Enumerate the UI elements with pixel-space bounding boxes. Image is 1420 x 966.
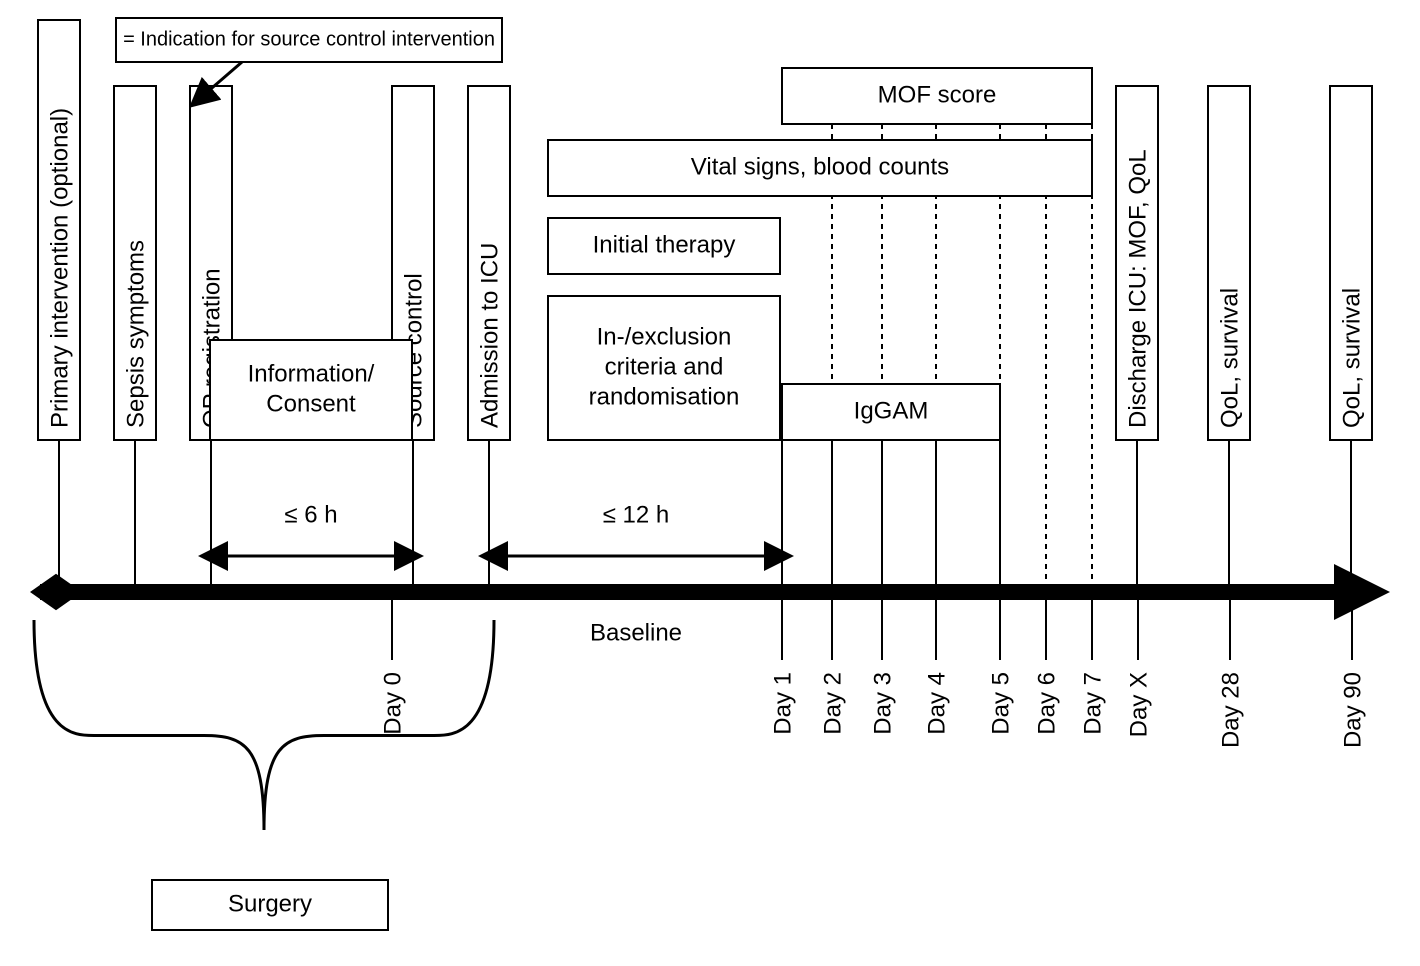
svg-text:Sepsis symptoms: Sepsis symptoms bbox=[122, 240, 149, 428]
svg-text:QoL, survival: QoL, survival bbox=[1338, 288, 1365, 428]
svg-text:QoL, survival: QoL, survival bbox=[1216, 288, 1243, 428]
svg-text:Day 7: Day 7 bbox=[1079, 672, 1106, 735]
phase-qol90: QoL, survival bbox=[1330, 86, 1372, 584]
baseline-label: Baseline bbox=[590, 619, 682, 646]
interval-arrows: ≤ 6 h ≤ 12 h bbox=[210, 501, 782, 556]
timeline-axis bbox=[30, 564, 1390, 620]
phase-discharge: Discharge ICU: MOF, QoL bbox=[1116, 86, 1158, 584]
box-infoconsent: Information/Consent bbox=[210, 340, 412, 440]
phase-qol28: QoL, survival bbox=[1208, 86, 1250, 584]
svg-text:IgGAM: IgGAM bbox=[854, 397, 929, 424]
svg-text:Information/: Information/ bbox=[248, 360, 375, 387]
svg-text:≤ 12 h: ≤ 12 h bbox=[603, 501, 670, 528]
svg-text:Surgery: Surgery bbox=[228, 890, 312, 917]
phase-admicu: Admission to ICU bbox=[468, 86, 510, 584]
phase-primary: Primary intervention (optional) bbox=[38, 20, 80, 584]
svg-text:Day 28: Day 28 bbox=[1217, 672, 1244, 748]
box-inexrand: In-/exclusion criteria and randomisation bbox=[548, 296, 780, 440]
svg-text:Primary intervention (optional: Primary intervention (optional) bbox=[46, 108, 73, 428]
phase-sepsis: Sepsis symptoms bbox=[114, 86, 156, 584]
svg-text:Vital signs, blood counts: Vital signs, blood counts bbox=[691, 153, 949, 180]
surgery-brace bbox=[34, 620, 494, 830]
svg-text:= Indication for source contro: = Indication for source control interven… bbox=[123, 28, 495, 50]
svg-text:Day 3: Day 3 bbox=[869, 672, 896, 735]
tick-day0: Day 0 bbox=[379, 600, 406, 735]
interval-le6h: ≤ 6 h bbox=[210, 501, 412, 556]
svg-text:criteria and: criteria and bbox=[605, 353, 724, 380]
svg-text:randomisation: randomisation bbox=[589, 383, 740, 410]
box-initther: Initial therapy bbox=[548, 218, 780, 274]
svg-text:Day X: Day X bbox=[1125, 672, 1152, 737]
svg-text:Day 6: Day 6 bbox=[1033, 672, 1060, 735]
tick-day7: Day 7 bbox=[1079, 124, 1106, 735]
box-indication: = Indication for source control interven… bbox=[116, 18, 502, 62]
phase-opreg: OP registration bbox=[190, 86, 232, 584]
svg-text:≤ 6 h: ≤ 6 h bbox=[284, 501, 337, 528]
box-mof: MOF score bbox=[782, 68, 1092, 124]
box-iggam: IgGAM bbox=[782, 384, 1000, 440]
svg-text:Day 5: Day 5 bbox=[987, 672, 1014, 735]
phase-source: Source control bbox=[392, 86, 434, 584]
svg-text:MOF score: MOF score bbox=[878, 81, 997, 108]
study-timeline-diagram: Day 0 Day 1 Day 2 Day 3 Day 4 Day 5 Day 6 Day 7… bbox=[0, 0, 1420, 966]
svg-text:Day 4: Day 4 bbox=[923, 672, 950, 735]
svg-text:Day 90: Day 90 bbox=[1339, 672, 1366, 748]
svg-text:In-/exclusion: In-/exclusion bbox=[597, 323, 732, 350]
svg-text:Discharge ICU: MOF, QoL: Discharge ICU: MOF, QoL bbox=[1124, 149, 1151, 428]
box-surgery: Surgery bbox=[152, 880, 388, 930]
tick-day6: Day 6 bbox=[1033, 124, 1060, 735]
tick-day90: Day 90 bbox=[1339, 600, 1366, 748]
svg-text:Day 2: Day 2 bbox=[819, 672, 846, 735]
svg-text:Initial therapy: Initial therapy bbox=[593, 231, 736, 258]
svg-text:Day 1: Day 1 bbox=[769, 672, 796, 735]
svg-text:Consent: Consent bbox=[266, 390, 356, 417]
interval-le12h: ≤ 12 h bbox=[490, 501, 782, 556]
svg-text:Admission to ICU: Admission to ICU bbox=[476, 243, 503, 428]
svg-text:Day 0: Day 0 bbox=[379, 672, 406, 735]
tick-day28: Day 28 bbox=[1217, 600, 1244, 748]
box-vitals: Vital signs, blood counts bbox=[548, 140, 1092, 196]
tick-dayx: Day X bbox=[1125, 600, 1152, 737]
